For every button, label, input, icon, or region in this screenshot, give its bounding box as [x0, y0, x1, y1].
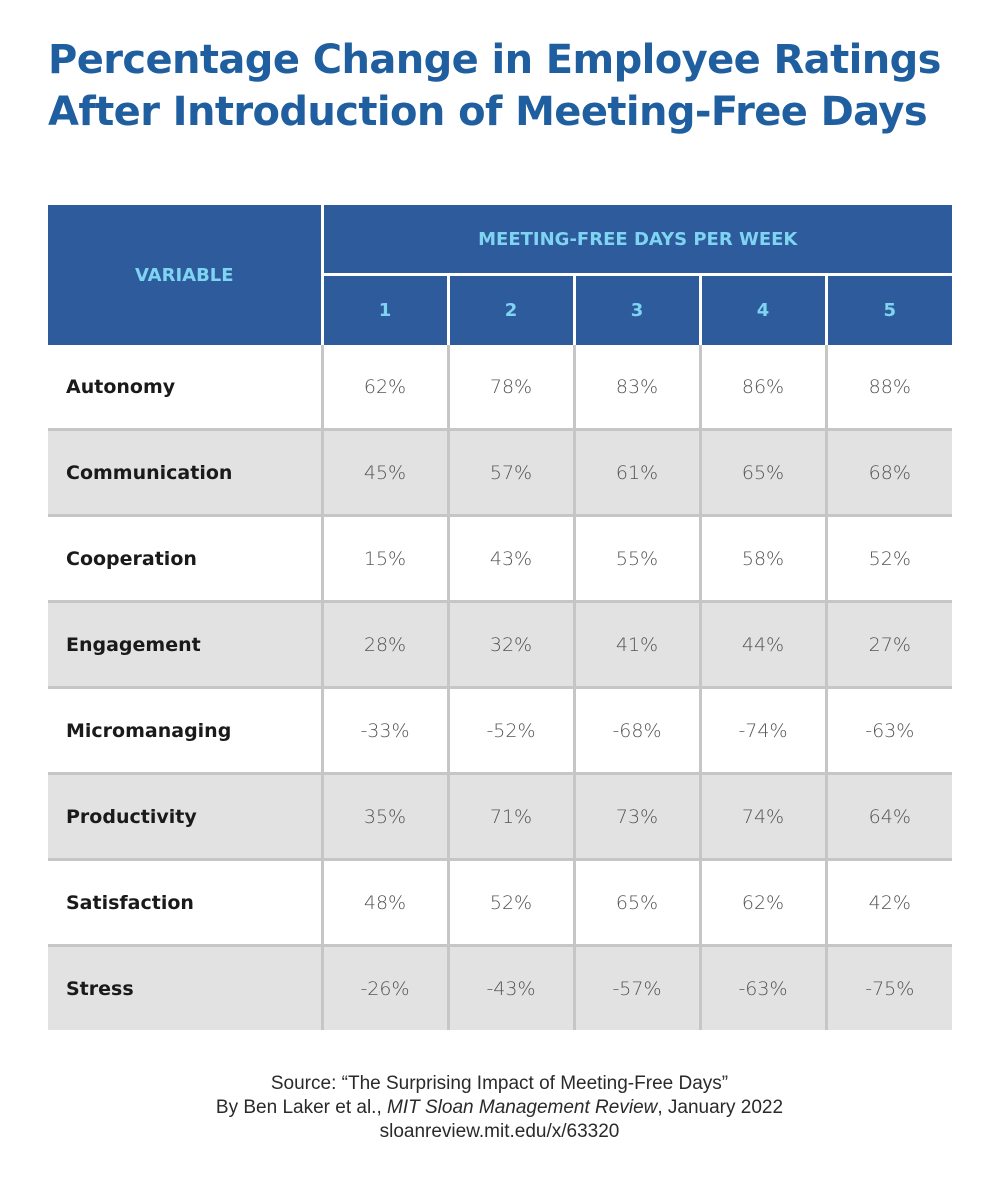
variable-name-cell: Micromanaging	[48, 687, 324, 775]
source-line-1: Source: “The Surprising Impact of Meetin…	[270, 1073, 729, 1094]
value-cell: 88%	[826, 345, 953, 431]
value-cell: 62%	[700, 859, 828, 947]
value-cell: -63%	[700, 945, 828, 1030]
value-cell: 65%	[700, 429, 828, 517]
value-cell: 65%	[574, 859, 702, 947]
meeting-free-days-header: MEETING-FREE DAYS PER WEEK	[322, 205, 953, 276]
value-cell: 61%	[574, 429, 702, 517]
value-cell: -33%	[322, 687, 450, 775]
day-column-header: 2	[448, 274, 576, 345]
value-cell: 41%	[574, 601, 702, 689]
chart-title-line-1: Percentage Change in Employee Ratings	[48, 37, 941, 83]
value-cell: 74%	[700, 773, 828, 861]
value-cell: 44%	[700, 601, 828, 689]
source-date: , January 2022	[657, 1097, 784, 1118]
value-cell: -63%	[826, 687, 953, 775]
value-cell: 57%	[448, 429, 576, 517]
value-cell: 45%	[322, 429, 450, 517]
source-journal: MIT Sloan Management Review	[387, 1097, 658, 1118]
day-column-header: 3	[574, 274, 702, 345]
value-cell: -57%	[574, 945, 702, 1030]
value-cell: -52%	[448, 687, 576, 775]
value-cell: 48%	[322, 859, 450, 947]
value-cell: -68%	[574, 687, 702, 775]
value-cell: 28%	[322, 601, 450, 689]
table-body: Autonomy 62% 78% 83% 86% 88% Communication 45% 5…	[48, 345, 953, 1030]
value-cell: 58%	[700, 515, 828, 603]
value-cell: 55%	[574, 515, 702, 603]
table-row: Productivity 35% 71% 73% 74% 64%	[48, 773, 953, 861]
value-cell: -43%	[448, 945, 576, 1030]
value-cell: 42%	[826, 859, 953, 947]
variable-name-cell: Productivity	[48, 773, 324, 861]
table-row: Communication 45% 57% 61% 65% 68%	[48, 429, 953, 517]
chart-title-line-2: After Introduction of Meeting-Free Days	[48, 89, 928, 135]
value-cell: 27%	[826, 601, 953, 689]
variable-name-cell: Engagement	[48, 601, 324, 689]
value-cell: 52%	[826, 515, 953, 603]
value-cell: -74%	[700, 687, 828, 775]
day-column-header: 1	[322, 274, 450, 345]
source-line-2: By Ben Laker et al., MIT Sloan Managemen…	[0, 1096, 999, 1120]
variable-name-cell: Autonomy	[48, 345, 324, 431]
value-cell: 83%	[574, 345, 702, 431]
table-row: Satisfaction 48% 52% 65% 62% 42%	[48, 859, 953, 947]
source-note: Source: “The Surprising Impact of Meetin…	[0, 1072, 999, 1144]
variable-header: VARIABLE	[48, 205, 324, 345]
value-cell: 64%	[826, 773, 953, 861]
source-url: sloanreview.mit.edu/x/63320	[379, 1121, 620, 1142]
chart-title: Percentage Change in Employee Ratings Af…	[48, 34, 968, 138]
source-authors: By Ben Laker et al.,	[215, 1097, 388, 1118]
value-cell: 73%	[574, 773, 702, 861]
variable-name-cell: Communication	[48, 429, 324, 517]
day-column-header: 4	[700, 274, 828, 345]
table-row: Engagement 28% 32% 41% 44% 27%	[48, 601, 953, 689]
value-cell: 86%	[700, 345, 828, 431]
value-cell: 43%	[448, 515, 576, 603]
value-cell: 32%	[448, 601, 576, 689]
variable-name-cell: Satisfaction	[48, 859, 324, 947]
value-cell: 68%	[826, 429, 953, 517]
value-cell: -26%	[322, 945, 450, 1030]
value-cell: 35%	[322, 773, 450, 861]
value-cell: 62%	[322, 345, 450, 431]
value-cell: 15%	[322, 515, 450, 603]
table-row: Autonomy 62% 78% 83% 86% 88%	[48, 345, 953, 431]
variable-name-cell: Stress	[48, 945, 324, 1030]
value-cell: 52%	[448, 859, 576, 947]
day-column-header: 5	[826, 274, 953, 345]
variable-name-cell: Cooperation	[48, 515, 324, 603]
value-cell: -75%	[826, 945, 953, 1030]
table-row: Cooperation 15% 43% 55% 58% 52%	[48, 515, 953, 603]
value-cell: 71%	[448, 773, 576, 861]
value-cell: 78%	[448, 345, 576, 431]
table-row: Micromanaging -33% -52% -68% -74% -63%	[48, 687, 953, 775]
table-row: Stress -26% -43% -57% -63% -75%	[48, 945, 953, 1030]
